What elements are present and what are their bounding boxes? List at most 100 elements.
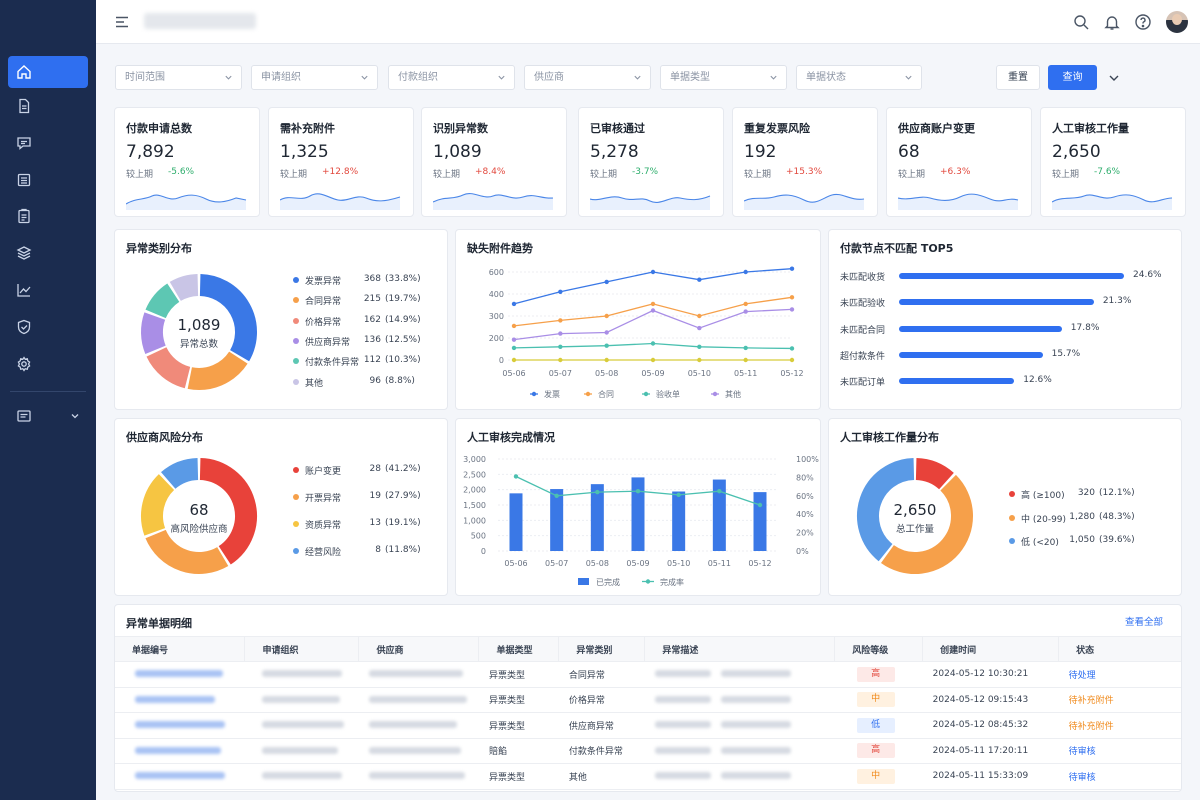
table-row[interactable]: 异票类型 价格异常 中 2024-05-12 09:15:43 待补充附件: [115, 687, 1181, 713]
data-point[interactable]: [558, 289, 563, 294]
data-point[interactable]: [743, 269, 748, 275]
doc-number-cell[interactable]: [115, 687, 245, 713]
data-point[interactable]: [604, 330, 609, 335]
table-row[interactable]: 异票类型 供应商异常 低 2024-05-12 08:45:32 待补充附件: [115, 712, 1181, 739]
redacted-doc-number[interactable]: [135, 695, 215, 703]
data-point[interactable]: [697, 325, 702, 331]
avatar[interactable]: [1166, 11, 1188, 33]
redacted-doc-number[interactable]: [135, 670, 223, 678]
bar[interactable]: [712, 479, 726, 551]
status-link[interactable]: 待补充附件: [1058, 712, 1181, 739]
doc-number-cell[interactable]: [115, 763, 245, 790]
data-point[interactable]: [789, 346, 795, 351]
donut-slice[interactable]: [199, 458, 257, 565]
bar[interactable]: [631, 477, 645, 551]
column-header[interactable]: 单据类型: [478, 636, 560, 662]
bar[interactable]: [899, 325, 1062, 332]
filter-apply-org[interactable]: 申请组织: [251, 65, 378, 90]
status-link[interactable]: 待处理: [1058, 661, 1181, 688]
view-all-link[interactable]: 查看全部: [1124, 617, 1163, 628]
sidebar-item-clipboard[interactable]: [8, 200, 88, 232]
reset-button[interactable]: 重置: [996, 65, 1040, 90]
table-row[interactable]: 异票类型 合同异常 高 2024-05-12 10:30:21 待处理: [115, 661, 1181, 688]
bar[interactable]: [509, 493, 523, 551]
bar[interactable]: [550, 489, 564, 551]
donut-slice[interactable]: [915, 458, 954, 490]
column-header[interactable]: 单据编号: [115, 636, 246, 662]
data-point[interactable]: [511, 345, 517, 351]
column-header[interactable]: 创建时间: [922, 636, 1060, 662]
data-point[interactable]: [511, 301, 517, 307]
data-point[interactable]: [604, 343, 609, 348]
data-point[interactable]: [558, 318, 563, 323]
doc-number-cell[interactable]: [115, 661, 245, 688]
column-header[interactable]: 异常类别: [558, 636, 646, 662]
donut-slice[interactable]: [199, 274, 257, 362]
menu-icon[interactable]: [114, 14, 130, 30]
expand-filters-icon[interactable]: [1108, 72, 1120, 84]
data-point[interactable]: [743, 357, 748, 363]
redacted-doc-number[interactable]: [135, 746, 221, 754]
query-button[interactable]: 查询: [1048, 65, 1097, 90]
donut-slice[interactable]: [880, 474, 973, 574]
sidebar-item-documents[interactable]: [8, 90, 88, 122]
data-point[interactable]: [789, 307, 795, 312]
data-point[interactable]: [743, 301, 748, 307]
data-point[interactable]: [650, 301, 656, 307]
bar[interactable]: [899, 351, 1043, 358]
rate-point[interactable]: [757, 502, 763, 508]
donut-slice[interactable]: [141, 474, 175, 536]
filter-pay-org[interactable]: 付款组织: [388, 65, 515, 90]
data-point[interactable]: [604, 313, 609, 319]
rate-point[interactable]: [595, 489, 600, 495]
bar[interactable]: [899, 273, 1124, 279]
data-point[interactable]: [558, 331, 563, 336]
bar[interactable]: [899, 299, 1094, 306]
sidebar-item-more[interactable]: [8, 400, 84, 432]
column-header[interactable]: 状态: [1058, 636, 1181, 662]
donut-slice[interactable]: [141, 312, 166, 354]
bar[interactable]: [753, 492, 767, 551]
data-point[interactable]: [650, 341, 656, 346]
data-point[interactable]: [789, 266, 795, 271]
rate-point[interactable]: [513, 474, 519, 479]
column-header[interactable]: 风险等级: [834, 636, 924, 662]
sidebar-item-home[interactable]: [8, 56, 88, 88]
data-point[interactable]: [511, 337, 517, 342]
donut-slice[interactable]: [169, 274, 199, 302]
rate-point[interactable]: [717, 489, 722, 494]
rate-point[interactable]: [554, 493, 559, 498]
help-icon[interactable]: [1134, 13, 1152, 31]
data-point[interactable]: [743, 309, 748, 314]
table-row[interactable]: 异票类型 其他 中 2024-05-11 15:33:09 待审核: [115, 763, 1181, 790]
data-point[interactable]: [604, 279, 609, 285]
doc-number-cell[interactable]: [115, 712, 245, 739]
donut-slice[interactable]: [187, 351, 248, 390]
filter-time-range[interactable]: 时间范围: [115, 65, 242, 90]
status-link[interactable]: 待审核: [1058, 763, 1181, 790]
status-link[interactable]: 待审核: [1058, 738, 1181, 764]
status-link[interactable]: 待补充附件: [1058, 687, 1181, 713]
data-point[interactable]: [697, 357, 702, 363]
search-icon[interactable]: [1072, 13, 1090, 31]
data-point[interactable]: [743, 345, 748, 351]
sidebar-item-security[interactable]: [8, 311, 88, 343]
filter-doc-status[interactable]: 单据状态: [796, 65, 922, 90]
bell-icon[interactable]: [1103, 13, 1121, 31]
data-point[interactable]: [604, 357, 609, 363]
donut-slice[interactable]: [145, 529, 229, 574]
redacted-doc-number[interactable]: [135, 772, 225, 780]
sidebar-item-layers[interactable]: [8, 237, 88, 269]
donut-slice[interactable]: [145, 283, 180, 319]
data-point[interactable]: [650, 357, 656, 363]
doc-number-cell[interactable]: [115, 738, 245, 764]
column-header[interactable]: 供应商: [358, 636, 480, 662]
data-point[interactable]: [697, 344, 702, 349]
bar[interactable]: [590, 484, 604, 551]
data-point[interactable]: [650, 308, 656, 313]
sidebar-item-messages[interactable]: [8, 127, 88, 159]
data-point[interactable]: [789, 295, 795, 300]
table-row[interactable]: 賠餡 付款条件异常 高 2024-05-11 17:20:11 待审核: [115, 738, 1181, 764]
bar[interactable]: [672, 491, 686, 551]
redacted-doc-number[interactable]: [135, 721, 225, 729]
